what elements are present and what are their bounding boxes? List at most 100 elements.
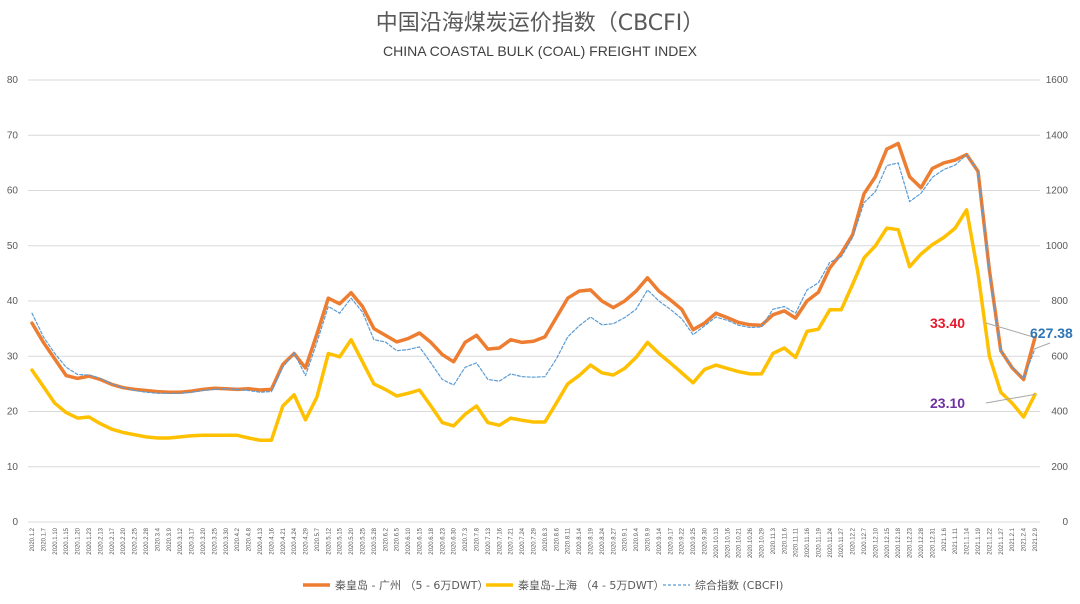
x-tick-label: 2020.4.29	[304, 527, 310, 554]
x-tick-label: 2020.5.15	[338, 527, 344, 554]
gridlines	[28, 79, 1040, 523]
x-tick-label: 2020.3.17	[190, 527, 196, 554]
series-line-0	[30, 141, 1037, 394]
x-tick-label: 2020.4.16	[269, 527, 275, 554]
x-tick-label: 2020.12.10	[873, 527, 879, 558]
right-y-tick: 1400	[1046, 130, 1069, 141]
x-axis: 2020.1.2 2020.1.7 2020.1.10 2020.1.15 2020.1…	[30, 527, 1039, 558]
x-tick-label: 2020.3.30	[224, 527, 230, 554]
x-tick-label: 2020.9.9	[645, 527, 651, 551]
x-tick-label: 2020.9.22	[680, 527, 686, 554]
x-tick-label: 2020.12.28	[919, 527, 925, 558]
x-tick-label: 2020.11.6	[782, 527, 788, 554]
left-y-tick: 0	[12, 517, 18, 528]
x-tick-label: 2020.11.24	[828, 527, 834, 557]
x-tick-label: 2020.12.2	[851, 527, 857, 554]
x-tick-label: 2020.8.24	[600, 527, 606, 554]
right-y-tick: 200	[1051, 462, 1068, 473]
left-y-tick: 70	[7, 130, 19, 141]
legend-label: 综合指数 (CBCFI)	[695, 578, 783, 592]
right-y-tick: 1600	[1046, 75, 1069, 86]
x-tick-label: 2020.4.8	[247, 527, 253, 551]
chart-subtitle: CHINA COASTAL BULK (COAL) FREIGHT INDEX	[383, 43, 698, 59]
x-tick-label: 2020.7.8	[475, 527, 481, 551]
right-y-axis: 0 200 400 600 800 1000 1200 1400 1600	[1046, 75, 1069, 528]
annotation-leader-line	[1034, 342, 1051, 350]
right-y-tick: 1200	[1046, 186, 1069, 197]
left-y-tick: 30	[7, 351, 19, 362]
x-tick-label: 2020.10.21	[737, 527, 743, 558]
x-tick-label: 2020.12.15	[885, 527, 891, 558]
x-tick-label: 2020.3.20	[201, 527, 207, 554]
left-y-tick: 40	[7, 296, 19, 307]
x-tick-label: 2021.2.4	[1022, 527, 1028, 551]
x-tick-label: 2020.4.2	[235, 527, 241, 551]
left-y-tick: 60	[7, 186, 19, 197]
x-tick-label: 2021.1.11	[953, 527, 959, 554]
x-tick-label: 2020.4.21	[281, 527, 287, 554]
x-tick-label: 2020.1.10	[53, 527, 59, 554]
x-tick-label: 2020.9.30	[702, 527, 708, 554]
x-tick-label: 2020.8.27	[611, 527, 617, 554]
x-tick-label: 2020.7.16	[497, 527, 503, 554]
x-tick-label: 2020.1.23	[87, 527, 93, 554]
x-tick-label: 2020.10.13	[714, 527, 720, 558]
x-tick-label: 2020.10.16	[725, 527, 731, 558]
x-tick-label: 2020.3.9	[167, 527, 173, 551]
x-tick-label: 2020.1.15	[64, 527, 70, 554]
x-tick-label: 2020.8.6	[554, 527, 560, 551]
x-tick-label: 2020.3.25	[212, 527, 218, 554]
series-line-1	[30, 208, 1037, 442]
x-tick-label: 2020.1.20	[76, 527, 82, 554]
annotation-leader-line	[985, 393, 1036, 404]
x-tick-label: 2020.7.24	[520, 527, 526, 554]
chart-title: 中国沿海煤炭运价指数（CBCFI）	[376, 11, 705, 36]
x-tick-label: 2020.9.17	[668, 527, 674, 554]
x-tick-label: 2020.8.3	[543, 527, 549, 551]
x-tick-label: 2020.4.24	[292, 527, 298, 554]
right-y-tick: 0	[1062, 517, 1068, 528]
x-tick-label: 2020.1.2	[30, 527, 36, 551]
x-tick-label: 2020.2.20	[121, 527, 127, 554]
x-tick-label: 2020.3.12	[178, 527, 184, 554]
x-tick-label: 2020.10.29	[759, 527, 765, 558]
x-tick-label: 2020.4.13	[258, 527, 264, 554]
x-tick-label: 2020.5.25	[361, 527, 367, 554]
x-tick-label: 2020.2.25	[133, 527, 139, 554]
series-lines	[30, 141, 1037, 442]
x-tick-label: 2021.1.6	[942, 527, 948, 551]
legend-label: 秦皇岛-上海 （4 - 5万DWT）	[518, 578, 665, 592]
x-tick-label: 2020.8.11	[566, 527, 572, 554]
x-tick-label: 2020.6.10	[406, 527, 412, 554]
right-y-tick: 800	[1051, 296, 1068, 307]
annotation-leader-line	[985, 322, 1036, 338]
x-tick-label: 2020.12.23	[908, 527, 914, 558]
x-tick-label: 2020.6.2	[383, 527, 389, 551]
x-tick-label: 2020.5.20	[349, 527, 355, 554]
annotation-label: 627.38	[1030, 325, 1073, 341]
left-y-tick: 50	[7, 241, 19, 252]
x-tick-label: 2020.6.5	[395, 527, 401, 551]
x-tick-label: 2021.2.9	[1033, 527, 1039, 551]
legend-label: 秦皇岛 - 广州 （5 - 6万DWT）	[335, 578, 488, 592]
left-y-tick: 10	[7, 462, 19, 473]
x-tick-label: 2020.11.16	[805, 527, 811, 557]
x-tick-label: 2020.6.15	[418, 527, 424, 554]
x-tick-label: 2020.6.30	[452, 527, 458, 554]
x-tick-label: 2021.1.14	[965, 527, 971, 554]
x-tick-label: 2020.6.23	[440, 527, 446, 554]
x-tick-label: 2020.2.28	[144, 527, 150, 554]
right-y-tick: 400	[1051, 407, 1068, 418]
x-tick-label: 2020.7.3	[463, 527, 469, 551]
x-tick-label: 2020.12.18	[896, 527, 902, 558]
x-tick-label: 2020.2.17	[110, 527, 116, 554]
x-tick-label: 2021.1.19	[976, 527, 982, 554]
right-y-tick: 600	[1051, 351, 1068, 362]
x-tick-label: 2020.12.7	[862, 527, 868, 554]
series-line-2	[31, 154, 1036, 394]
x-tick-label: 2020.9.14	[657, 527, 663, 554]
x-tick-label: 2021.2.1	[1010, 527, 1016, 551]
annotations: 33.40 627.38 23.10	[930, 315, 1073, 411]
x-tick-label: 2021.1.27	[999, 527, 1005, 554]
x-tick-label: 2021.1.22	[987, 527, 993, 554]
